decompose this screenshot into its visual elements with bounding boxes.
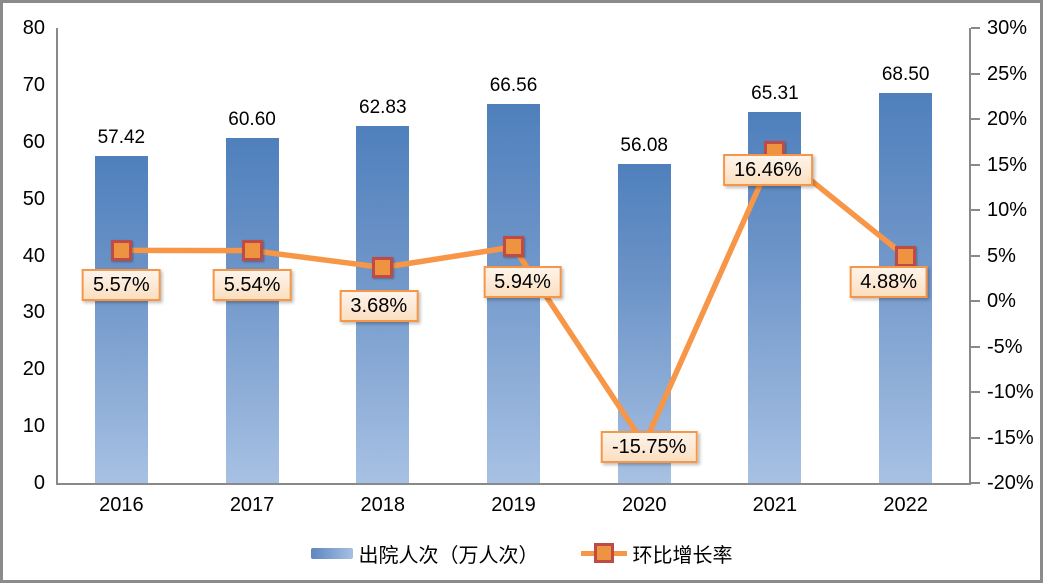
line-marker bbox=[895, 246, 917, 268]
legend-line-label: 环比增长率 bbox=[632, 544, 733, 567]
right-axis-tick bbox=[971, 300, 980, 302]
right-axis-tick-label: -20% bbox=[987, 472, 1034, 494]
left-axis-tick-label: 50 bbox=[22, 187, 45, 210]
line-marker bbox=[503, 236, 524, 258]
right-axis-tick-label: 20% bbox=[987, 108, 1028, 130]
bar bbox=[94, 156, 148, 483]
x-axis-tick-label: 2021 bbox=[752, 494, 798, 516]
bar-value-label: 56.08 bbox=[620, 135, 668, 157]
right-axis-tick-label: -15% bbox=[987, 426, 1034, 449]
bar-value-label: 68.50 bbox=[881, 64, 930, 86]
right-axis-tick-label: 30% bbox=[987, 17, 1028, 39]
x-axis-tick-label: 2022 bbox=[883, 494, 928, 516]
point-label-box: 3.68% bbox=[339, 289, 419, 322]
left-axis-tick-label: 60 bbox=[22, 130, 45, 153]
left-axis-line bbox=[56, 28, 58, 483]
right-axis-tick-label: -10% bbox=[987, 381, 1034, 403]
bar-value-label: 66.56 bbox=[489, 75, 538, 97]
right-axis-tick-label: 15% bbox=[987, 153, 1028, 176]
bar-value-label: 57.42 bbox=[97, 127, 146, 149]
bar bbox=[617, 164, 671, 483]
right-axis-tick bbox=[971, 436, 980, 439]
point-label-box: -15.75% bbox=[600, 431, 698, 464]
x-axis-line bbox=[56, 483, 971, 485]
left-axis-tick-label: 20 bbox=[22, 358, 45, 381]
left-axis-tick-label: 0 bbox=[33, 472, 45, 494]
legend-entry-bars: 出院人次（万人次） bbox=[310, 539, 539, 568]
point-label-box: 4.88% bbox=[849, 265, 928, 298]
point-label-box: 16.46% bbox=[723, 154, 813, 187]
x-axis-tick-label: 2017 bbox=[229, 494, 275, 516]
legend-line-square-marker bbox=[593, 542, 614, 563]
right-axis-tick-label: 10% bbox=[987, 199, 1028, 221]
right-axis-tick bbox=[971, 72, 980, 75]
line-marker bbox=[372, 257, 394, 278]
bar-value-label: 62.83 bbox=[359, 96, 407, 118]
right-axis-tick-label: 5% bbox=[987, 244, 1016, 267]
legend-bar-swatch-icon bbox=[310, 547, 353, 559]
right-axis-tick bbox=[971, 254, 980, 257]
right-axis-tick-label: 0% bbox=[987, 290, 1016, 312]
left-axis-tick-label: 80 bbox=[22, 17, 45, 39]
right-axis-tick bbox=[971, 209, 980, 211]
point-label-box: 5.94% bbox=[483, 265, 562, 298]
right-axis-tick bbox=[971, 391, 980, 393]
right-axis-tick-label: 25% bbox=[987, 62, 1028, 85]
right-axis-tick bbox=[971, 345, 980, 348]
right-axis-tick-label: -5% bbox=[987, 335, 1023, 358]
bar-value-label: 65.31 bbox=[751, 82, 799, 104]
x-axis-tick-label: 2019 bbox=[491, 494, 536, 516]
left-axis-tick-label: 10 bbox=[22, 415, 45, 438]
right-axis-tick bbox=[971, 482, 980, 484]
point-label-box: 5.57% bbox=[81, 269, 161, 302]
x-axis-tick-label: 2016 bbox=[99, 494, 144, 516]
bar bbox=[225, 138, 279, 483]
x-axis-tick-label: 2018 bbox=[360, 494, 406, 516]
left-axis-tick-label: 70 bbox=[22, 73, 45, 96]
left-axis-tick-label: 40 bbox=[22, 244, 45, 267]
legend: 出院人次（万人次） 环比增长率 bbox=[3, 539, 1040, 567]
point-label-box: 5.54% bbox=[212, 268, 292, 301]
legend-line-marker-icon bbox=[580, 542, 627, 564]
right-axis-line bbox=[969, 28, 971, 483]
x-axis-tick-label: 2020 bbox=[621, 494, 667, 516]
right-axis-tick bbox=[971, 163, 980, 166]
bar-value-label: 60.60 bbox=[228, 109, 276, 131]
right-axis-tick bbox=[971, 27, 980, 29]
right-axis-tick bbox=[971, 118, 980, 120]
left-axis-tick-label: 30 bbox=[22, 301, 45, 324]
line-marker bbox=[241, 240, 263, 262]
legend-entry-line: 环比增长率 bbox=[580, 539, 733, 568]
line-marker bbox=[110, 239, 132, 261]
legend-bar-label: 出院人次（万人次） bbox=[358, 544, 539, 567]
